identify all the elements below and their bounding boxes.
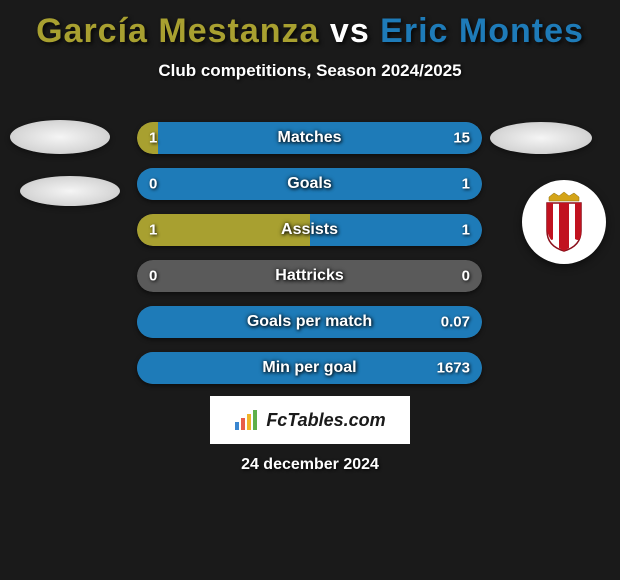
stat-bar: 0 Goals 1 — [137, 168, 482, 200]
stat-label: Min per goal — [262, 359, 356, 377]
stat-value-right: 0.07 — [441, 314, 470, 331]
player1-badge-placeholder-1 — [10, 120, 110, 154]
stat-label: Matches — [277, 129, 341, 147]
player2-badge-placeholder-1 — [490, 122, 592, 154]
stat-bar: 0 Hattricks 0 — [137, 260, 482, 292]
stat-label: Hattricks — [275, 267, 343, 285]
player1-badge-placeholder-2 — [20, 176, 120, 206]
page-title: García Mestanza vs Eric Montes — [0, 0, 620, 51]
vs-text: vs — [330, 12, 380, 50]
stat-label: Goals — [287, 175, 331, 193]
date-text: 24 december 2024 — [241, 456, 379, 474]
stat-label: Assists — [281, 221, 338, 239]
stat-value-left: 0 — [149, 268, 157, 285]
stat-value-left: 0 — [149, 176, 157, 193]
stat-value-left: 1 — [149, 130, 157, 147]
stat-bar: Goals per match 0.07 — [137, 306, 482, 338]
stat-bar: 1 Assists 1 — [137, 214, 482, 246]
stat-value-right: 1 — [462, 176, 470, 193]
stat-value-left: 1 — [149, 222, 157, 239]
player2-name: Eric Montes — [380, 12, 584, 50]
brand-bars-icon — [234, 410, 260, 430]
club-crest-icon — [539, 191, 589, 253]
stat-value-right: 1 — [462, 222, 470, 239]
brand-box: FcTables.com — [210, 396, 410, 444]
stat-bar: 1 Matches 15 — [137, 122, 482, 154]
player1-name: García Mestanza — [36, 12, 319, 50]
stat-label: Goals per match — [247, 313, 372, 331]
stat-value-right: 15 — [453, 130, 470, 147]
stat-value-right: 1673 — [437, 360, 470, 377]
stat-value-right: 0 — [462, 268, 470, 285]
brand-text: FcTables.com — [266, 410, 385, 431]
stat-bar: Min per goal 1673 — [137, 352, 482, 384]
club-badge — [522, 180, 606, 264]
stats-container: 1 Matches 15 0 Goals 1 1 Assists 1 0 Hattricks 0 Goa… — [137, 122, 482, 398]
subtitle: Club competitions, Season 2024/2025 — [0, 61, 620, 81]
